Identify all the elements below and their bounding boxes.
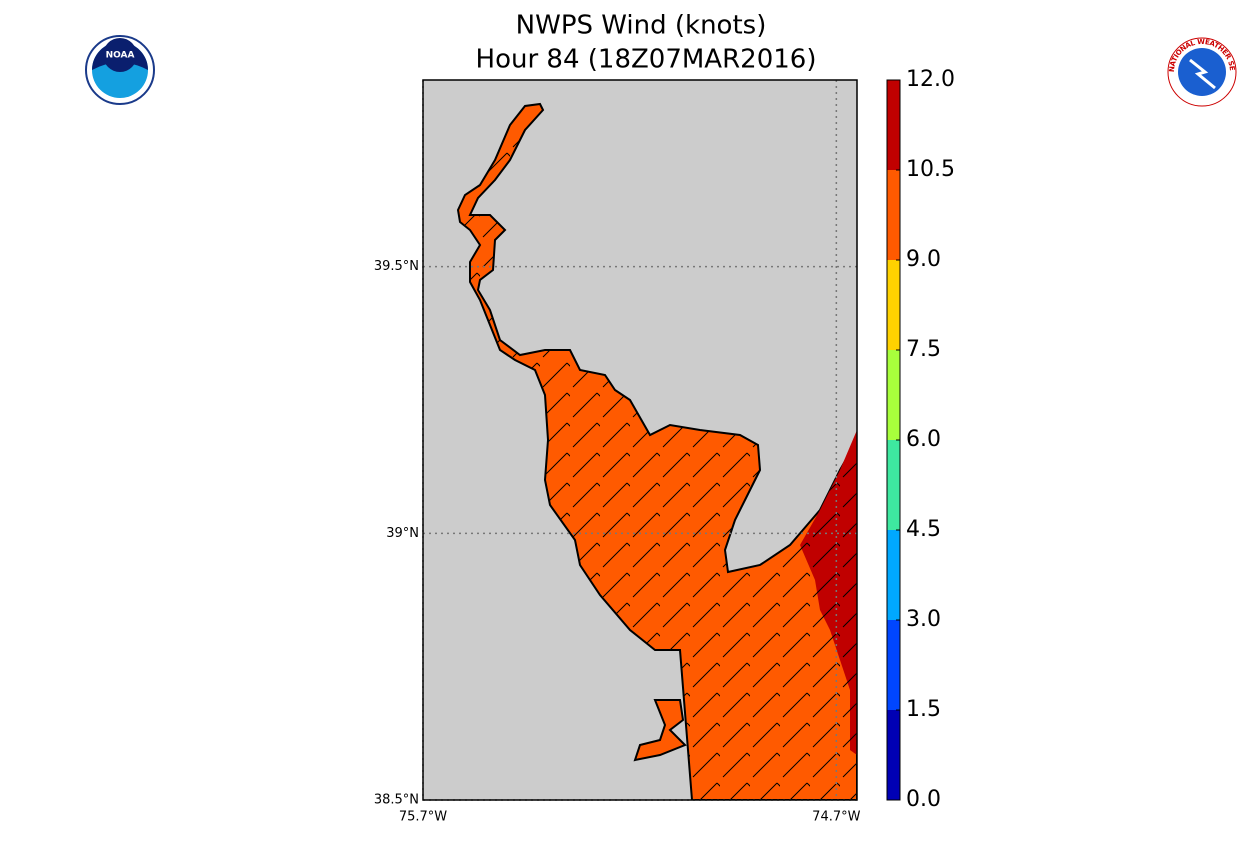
lat-tick-label: 39.5°N — [374, 259, 419, 274]
title: NWPS Wind (knots) — [516, 11, 767, 41]
colorbar-segment — [887, 440, 900, 530]
colorbar-segment — [887, 620, 900, 710]
lon-tick-label: 74.7°W — [812, 810, 860, 825]
colorbar-tick-label: 0.0 — [906, 787, 941, 812]
colorbar-segment — [887, 80, 900, 170]
noaa-logo-text: NOAA — [106, 51, 135, 61]
colorbar-tick-label: 1.5 — [906, 697, 941, 722]
colorbar-tick-label: 7.5 — [906, 337, 941, 362]
colorbar-tick-label: 12.0 — [906, 67, 955, 92]
colorbar-tick-label: 3.0 — [906, 607, 941, 632]
colorbar-segment — [887, 260, 900, 350]
water — [456, 102, 857, 800]
colorbar-tick-label: 6.0 — [906, 427, 941, 452]
colorbar-tick-label: 10.5 — [906, 157, 955, 182]
map-area — [423, 80, 857, 800]
noaa-logo: NOAA — [85, 35, 155, 105]
lon-tick-label: 75.7°W — [399, 810, 447, 825]
map-frame — [422, 79, 858, 801]
subtitle: Hour 84 (18Z07MAR2016) — [476, 45, 817, 75]
lat-tick-label: 39°N — [386, 526, 419, 541]
colorbar-segment — [887, 170, 900, 260]
colorbar: 0.0 1.5 3.0 4.5 6.0 7.5 9.0 10.5 12.0 — [886, 67, 955, 812]
colorbar-segment — [887, 350, 900, 440]
colorbar-tick-label: 9.0 — [906, 247, 941, 272]
colorbar-segment — [887, 710, 900, 800]
colorbar-tick-label: 4.5 — [906, 517, 941, 542]
colorbar-segment — [887, 530, 900, 620]
lat-tick-label: 38.5°N — [374, 793, 419, 808]
